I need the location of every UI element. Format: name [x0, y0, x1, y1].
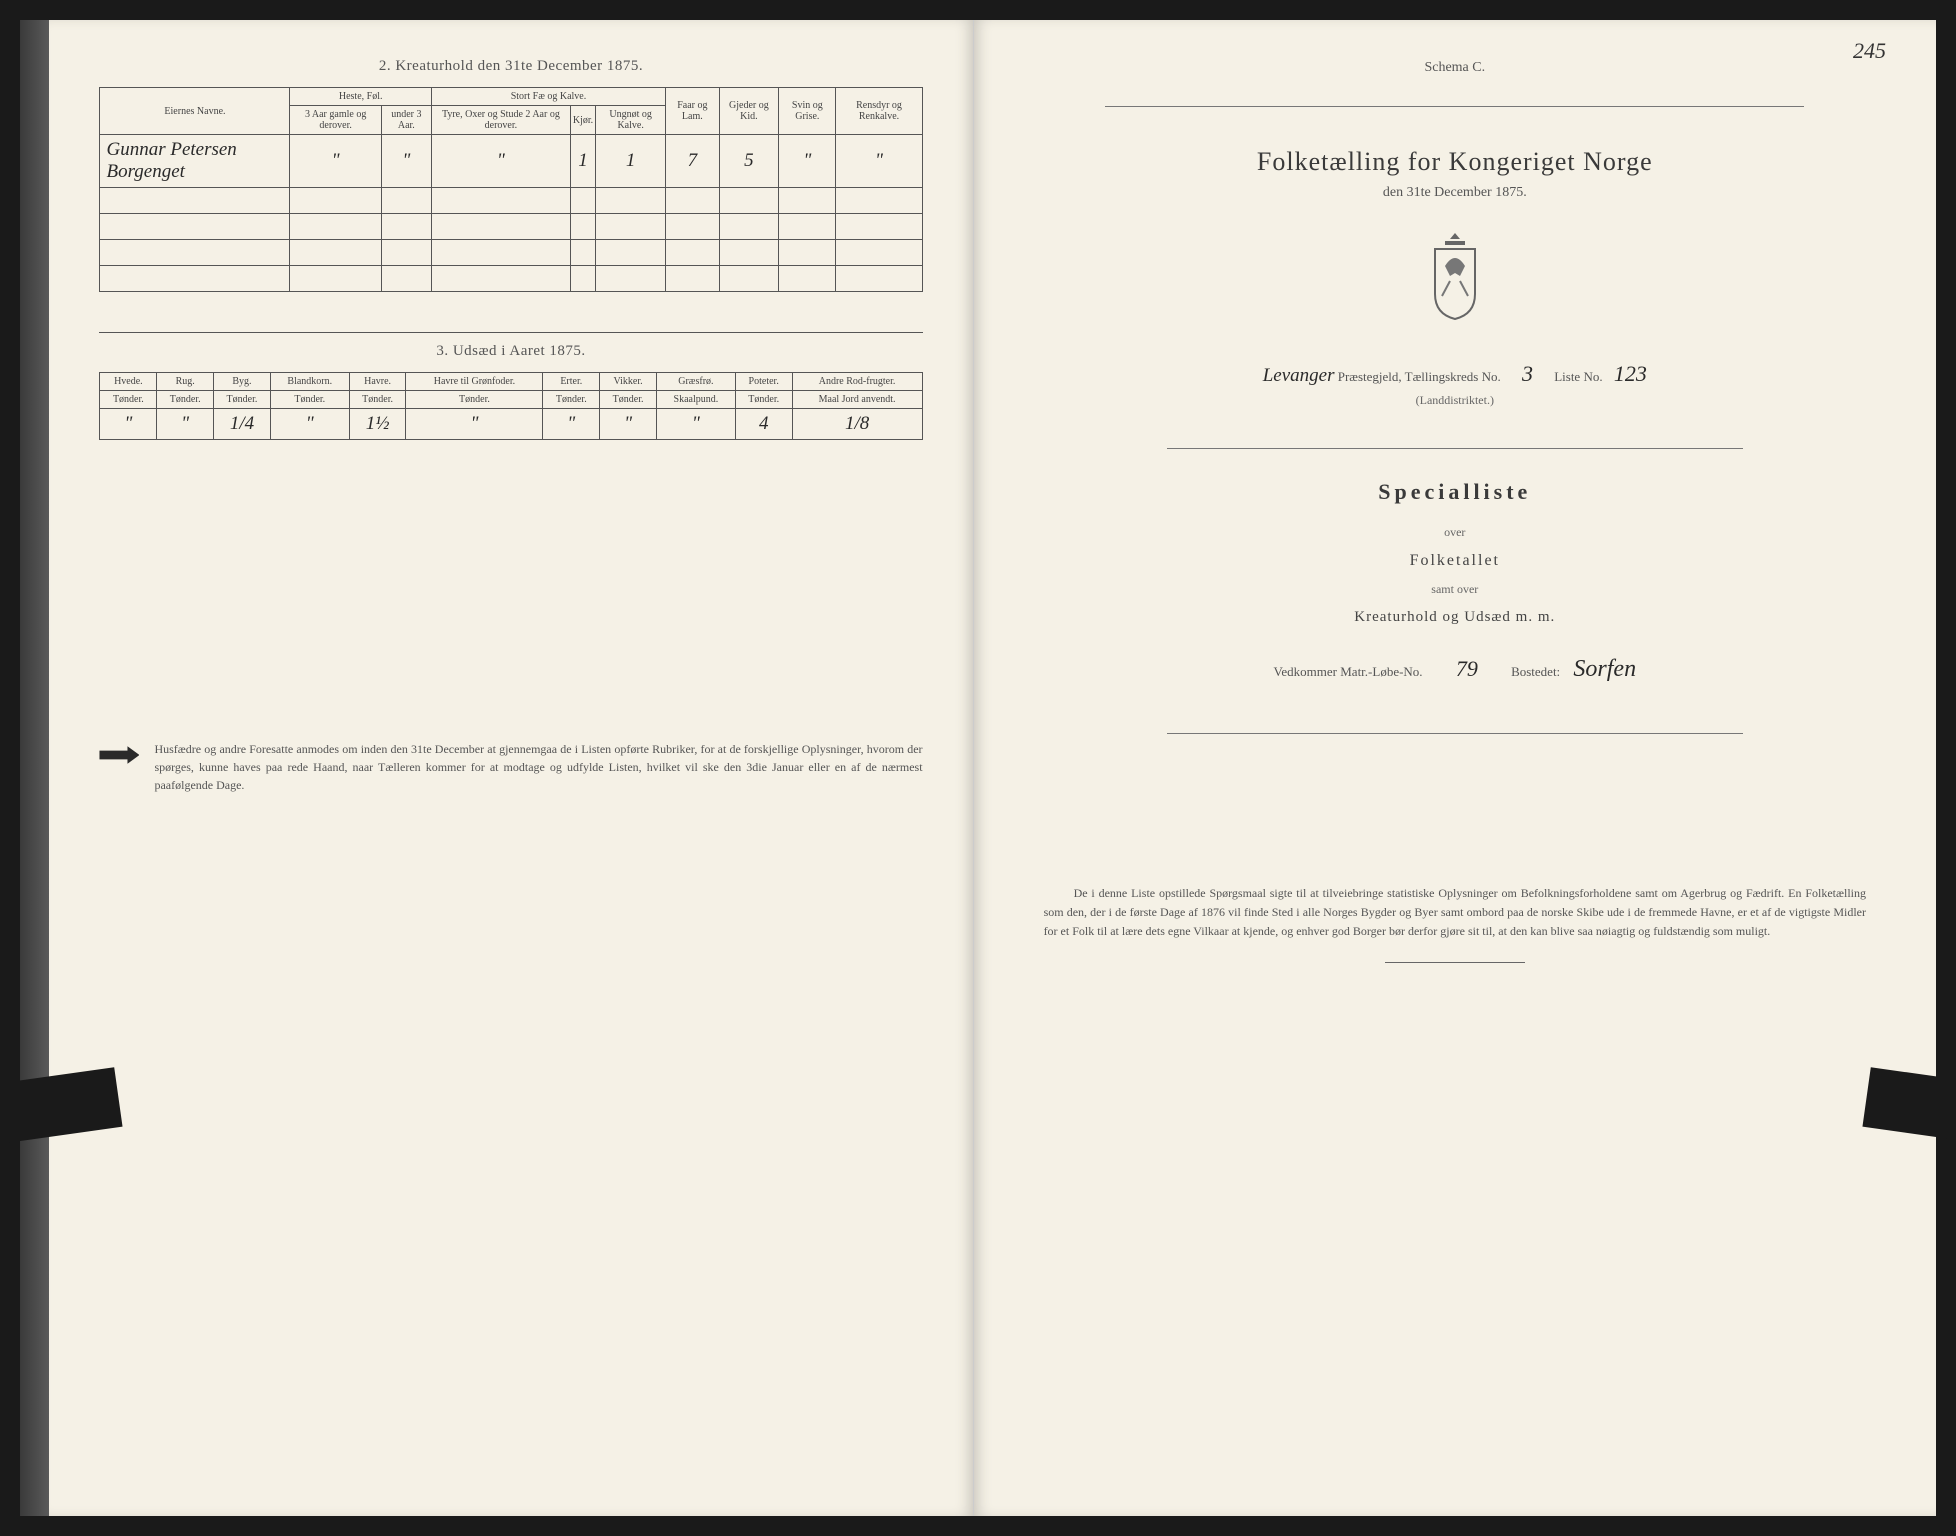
cell: 1/4 [214, 409, 271, 440]
cell: 1/8 [792, 409, 922, 440]
unit: Tønder. [543, 391, 600, 409]
divider [1167, 448, 1743, 449]
cell: 1½ [349, 409, 406, 440]
section2-title: 2. Kreaturhold den 31te December 1875. [99, 58, 922, 75]
land-label: (Landdistriktet.) [1044, 393, 1866, 408]
cell: " [836, 135, 922, 188]
cell: 1 [596, 135, 666, 188]
matr-no: 79 [1456, 656, 1478, 681]
col-rens: Rensdyr og Renkalve. [836, 88, 922, 135]
col-tyre: Tyre, Oxer og Stude 2 Aar og derover. [431, 106, 570, 135]
cell: " [157, 409, 214, 440]
cell: 5 [719, 135, 779, 188]
section3-title: 3. Udsæd i Aaret 1875. [99, 343, 922, 360]
folketallet-label: Folketallet [1044, 552, 1866, 570]
livestock-table: Eiernes Navne. Heste, Føl. Stort Fæ og K… [99, 87, 922, 292]
schema-label: Schema C. [1044, 60, 1866, 76]
divider [99, 332, 922, 333]
unit: Tønder. [270, 391, 349, 409]
col-ungnot: Ungnøt og Kalve. [596, 106, 666, 135]
coat-of-arms-icon [1420, 231, 1490, 321]
col-heste-3aar: 3 Aar gamle og derover. [290, 106, 381, 135]
col-havregron: Havre til Grønfoder. [406, 373, 543, 391]
unit: Tønder. [100, 391, 157, 409]
vedkommer-line: Vedkommer Matr.-Løbe-No. 79 Bostedet: So… [1044, 656, 1866, 683]
unit: Tønder. [214, 391, 271, 409]
col-andre: Andre Rod-frugter. [792, 373, 922, 391]
archive-clip-right [1862, 1067, 1956, 1145]
unit: Maal Jord anvendt. [792, 391, 922, 409]
owner-name: Gunnar Petersen Borgenget [100, 135, 290, 188]
footnote-block: Husfædre og andre Foresatte anmodes om i… [99, 740, 922, 794]
col-byg: Byg. [214, 373, 271, 391]
col-owner: Eiernes Navne. [100, 88, 290, 135]
unit: Tønder. [406, 391, 543, 409]
district-label: Præstegjeld, Tællingskreds No. [1338, 369, 1501, 384]
right-page: 245 Schema C. Folketælling for Kongerige… [974, 20, 1936, 1516]
liste-label: Liste No. [1554, 369, 1602, 384]
cell: 4 [735, 409, 792, 440]
cell: " [600, 409, 657, 440]
col-faar: Faar og Lam. [666, 88, 719, 135]
cell: 1 [570, 135, 595, 188]
specialliste-heading: Specialliste [1044, 479, 1866, 505]
unit: Tønder. [349, 391, 406, 409]
over-label: over [1044, 525, 1866, 540]
footnote-text: Husfædre og andre Foresatte anmodes om i… [154, 740, 922, 794]
census-title: Folketælling for Kongeriget Norge [1044, 147, 1866, 177]
cell: 7 [666, 135, 719, 188]
district-name: Levanger [1263, 365, 1335, 386]
col-bland: Blandkorn. [270, 373, 349, 391]
bostedet-label: Bostedet: [1511, 664, 1560, 679]
divider [1167, 733, 1743, 734]
col-group-heste: Heste, Føl. [290, 88, 431, 106]
cell: " [100, 409, 157, 440]
divider [1385, 962, 1525, 963]
col-svin: Svin og Grise. [779, 88, 836, 135]
cell: " [656, 409, 735, 440]
pointing-hand-icon [99, 744, 139, 766]
unit: Tønder. [735, 391, 792, 409]
right-footnote: De i denne Liste opstillede Spørgsmaal s… [1044, 884, 1866, 942]
divider [1105, 106, 1804, 107]
cell: " [406, 409, 543, 440]
binding-edge [20, 20, 49, 1516]
cell: " [779, 135, 836, 188]
col-poteter: Poteter. [735, 373, 792, 391]
col-havre: Havre. [349, 373, 406, 391]
cell: " [290, 135, 381, 188]
cell: " [381, 135, 431, 188]
col-group-stortfae: Stort Fæ og Kalve. [431, 88, 665, 106]
col-gjeder: Gjeder og Kid. [719, 88, 779, 135]
seed-table: Hvede. Rug. Byg. Blandkorn. Havre. Havre… [99, 372, 922, 440]
cell: " [543, 409, 600, 440]
col-kjor: Kjør. [570, 106, 595, 135]
unit: Tønder. [157, 391, 214, 409]
unit: Tønder. [600, 391, 657, 409]
kreatur-label: Kreaturhold og Udsæd m. m. [1044, 609, 1866, 626]
cell: " [431, 135, 570, 188]
district-no: 3 [1522, 361, 1533, 386]
archive-clip-left [0, 1067, 123, 1145]
page-number: 245 [1853, 38, 1886, 64]
vedkommer-label: Vedkommer Matr.-Løbe-No. [1273, 664, 1422, 679]
col-heste-under3: under 3 Aar. [381, 106, 431, 135]
samt-over-label: samt over [1044, 582, 1866, 597]
census-date: den 31te December 1875. [1044, 185, 1866, 201]
col-rug: Rug. [157, 373, 214, 391]
left-page: 2. Kreaturhold den 31te December 1875. E… [49, 20, 973, 1516]
col-erter: Erter. [543, 373, 600, 391]
col-graes: Græsfrø. [656, 373, 735, 391]
unit: Skaalpund. [656, 391, 735, 409]
col-hvede: Hvede. [100, 373, 157, 391]
cell: " [270, 409, 349, 440]
district-line: Levanger Præstegjeld, Tællingskreds No. … [1044, 361, 1866, 387]
liste-no: 123 [1614, 361, 1647, 386]
book-spread: 2. Kreaturhold den 31te December 1875. E… [20, 20, 1936, 1516]
col-vikker: Vikker. [600, 373, 657, 391]
bostedet-val: Sorfen [1573, 656, 1636, 682]
